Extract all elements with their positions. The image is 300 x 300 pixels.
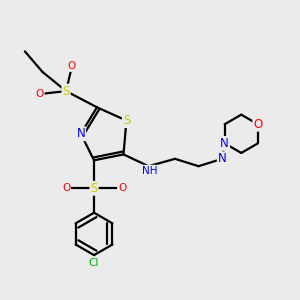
Text: S: S [123, 114, 130, 127]
Text: O: O [68, 61, 76, 71]
Text: N: N [76, 127, 85, 140]
Text: O: O [118, 183, 126, 193]
Text: O: O [253, 118, 262, 131]
Text: S: S [62, 85, 70, 98]
Text: Cl: Cl [89, 258, 99, 268]
Text: NH: NH [142, 166, 158, 176]
Text: O: O [35, 89, 44, 99]
Text: O: O [62, 183, 70, 193]
Text: N: N [220, 137, 229, 150]
Text: S: S [90, 182, 98, 195]
Text: N: N [218, 152, 226, 165]
